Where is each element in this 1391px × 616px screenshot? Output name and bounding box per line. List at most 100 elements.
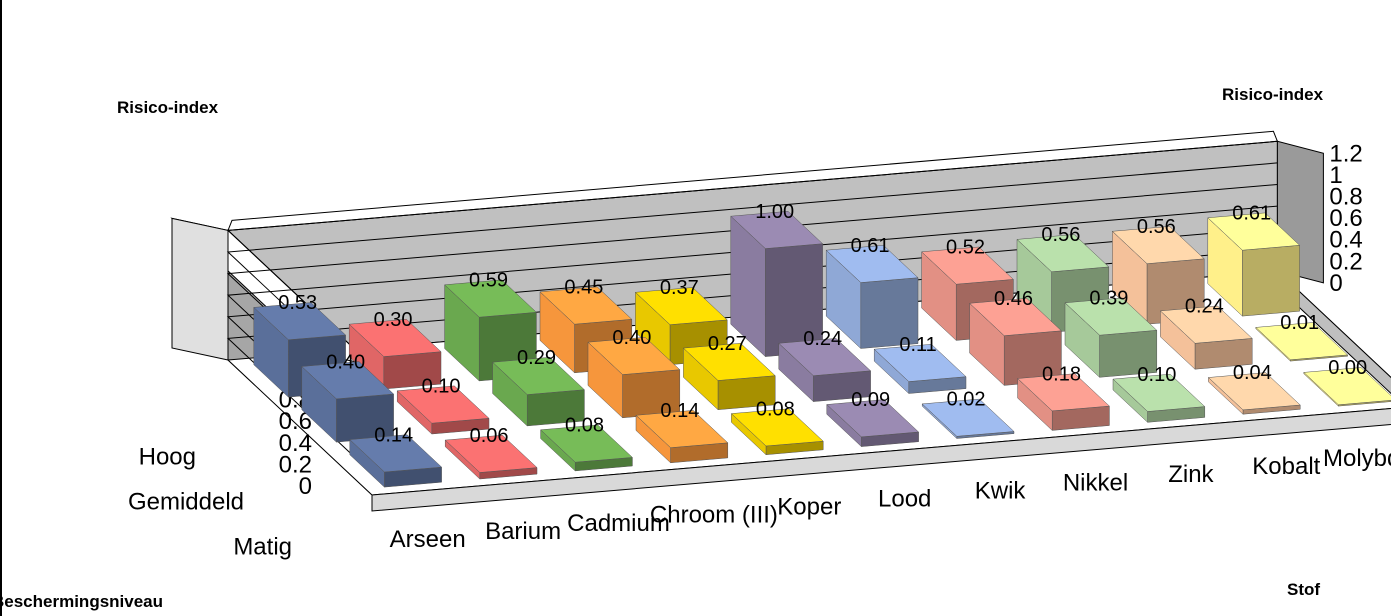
x-axis-title: Beschermingsniveau xyxy=(0,592,164,611)
data-label: 0.00 xyxy=(1328,357,1367,379)
data-label: 0.08 xyxy=(565,415,604,437)
data-label: 0.09 xyxy=(851,389,890,411)
bar-top-face xyxy=(635,410,729,448)
bar-top-face xyxy=(1207,372,1301,411)
substance-tick-label: Molybdeen xyxy=(1323,445,1391,472)
data-label: 0.56 xyxy=(1137,216,1176,238)
bar-top-face xyxy=(396,385,490,424)
y-tick-label-right: 1 xyxy=(1329,162,1342,189)
data-label: 0.46 xyxy=(994,288,1033,310)
y-tick-label-right: 0.6 xyxy=(1329,205,1362,232)
side-wall-edge xyxy=(171,217,229,361)
data-label: 0.61 xyxy=(851,235,890,257)
data-label: 0.45 xyxy=(564,277,603,299)
data-label: 0.52 xyxy=(946,237,985,259)
data-label: 0.27 xyxy=(708,333,747,355)
level-tick-label: Hoog xyxy=(139,444,196,471)
data-label: 0.24 xyxy=(1185,296,1224,318)
data-label: 0.04 xyxy=(1233,362,1272,384)
bar-top-face xyxy=(1112,373,1206,412)
data-label: 0.14 xyxy=(660,400,699,422)
bar-top-face xyxy=(1303,367,1391,406)
y-tick-label-right: 0.4 xyxy=(1329,227,1362,254)
z-axis-title: Stof xyxy=(1287,580,1321,599)
y-tick-label-left: 0 xyxy=(299,473,312,500)
data-label: 0.30 xyxy=(374,309,413,331)
bar-top-face xyxy=(1017,373,1110,412)
bar-top-face xyxy=(921,398,1015,437)
data-label: 0.29 xyxy=(517,347,556,369)
data-label: 0.53 xyxy=(278,292,317,314)
level-tick-label: Matig xyxy=(233,534,292,561)
data-label: 0.06 xyxy=(470,425,509,447)
data-label: 0.14 xyxy=(374,424,413,446)
bar-top-face xyxy=(539,286,633,325)
substance-tick-label: Barium xyxy=(485,518,561,545)
data-label: 0.02 xyxy=(947,389,986,411)
substance-tick-label: Kwik xyxy=(975,477,1027,504)
bar-top-face xyxy=(826,399,920,438)
bar-top-face xyxy=(873,344,967,382)
bar-top-face xyxy=(1159,305,1253,344)
y-axis-title-right: Risico-index xyxy=(1222,85,1324,104)
data-label: 0.08 xyxy=(756,398,795,420)
bar-top-face xyxy=(349,434,443,473)
data-label: 0.11 xyxy=(899,334,936,356)
data-label: 0.18 xyxy=(1042,363,1081,385)
data-label: 0.59 xyxy=(469,270,508,292)
bar-top-face xyxy=(444,434,538,473)
data-label: 0.10 xyxy=(1137,364,1176,386)
bar-top-face xyxy=(1016,234,1110,273)
substance-tick-label: Chroom (III) xyxy=(650,502,778,529)
substance-tick-label: Kobalt xyxy=(1252,453,1320,480)
substance-tick-label: Koper xyxy=(777,494,841,521)
bar-top-face xyxy=(540,424,633,463)
data-label: 0.56 xyxy=(1041,224,1080,246)
bar-top-face xyxy=(1111,226,1205,264)
bar-top-face xyxy=(1255,322,1349,361)
data-label: 0.24 xyxy=(803,328,842,350)
data-label: 0.01 xyxy=(1280,312,1319,334)
bar-top-face xyxy=(587,337,681,375)
substance-tick-label: Lood xyxy=(878,485,931,512)
bar-top-face xyxy=(730,211,824,249)
bar-top-face xyxy=(730,408,824,447)
data-label: 0.40 xyxy=(326,351,365,373)
data-label: 0.10 xyxy=(422,376,461,398)
bar-top-face xyxy=(682,343,776,381)
bar-top-face xyxy=(634,287,728,325)
y-tick-label-left: 0.4 xyxy=(279,430,312,457)
bar-top-face xyxy=(1064,297,1158,336)
bar-top-face xyxy=(969,298,1062,336)
floor-edge-front xyxy=(371,407,1391,512)
bar-top-face xyxy=(348,319,442,357)
bar-top-face xyxy=(301,361,395,400)
frame-left-border xyxy=(0,0,2,616)
substance-tick-label: Nikkel xyxy=(1063,469,1128,496)
bar-top-face xyxy=(492,357,585,395)
y-tick-label-right: 1.2 xyxy=(1329,140,1362,167)
y-tick-label-right: 0.2 xyxy=(1329,248,1362,275)
substance-tick-label: Arseen xyxy=(390,526,466,553)
bar-front-face xyxy=(1242,245,1300,317)
bar-top-face xyxy=(825,245,919,283)
bar-top-face xyxy=(253,302,347,341)
data-label: 0.40 xyxy=(612,327,651,349)
data-label: 0.39 xyxy=(1089,288,1128,310)
y-tick-label-left: 0.2 xyxy=(279,451,312,478)
data-label: 0.61 xyxy=(1232,203,1271,225)
y-axis-title-left: Risico-index xyxy=(117,98,219,117)
level-tick-label: Gemiddeld xyxy=(128,489,244,516)
data-label: 0.37 xyxy=(660,277,699,299)
substance-tick-label: Zink xyxy=(1168,461,1214,488)
bar-top-face xyxy=(778,338,872,376)
bar-top-face xyxy=(1207,212,1301,251)
data-label: 1.00 xyxy=(755,201,794,223)
bar-top-face xyxy=(444,279,537,318)
substance-tick-label: Cadmium xyxy=(567,510,670,537)
y-tick-label-right: 0.8 xyxy=(1329,184,1362,211)
y-tick-label-right: 0 xyxy=(1329,270,1342,297)
bar-top-face xyxy=(921,246,1014,285)
